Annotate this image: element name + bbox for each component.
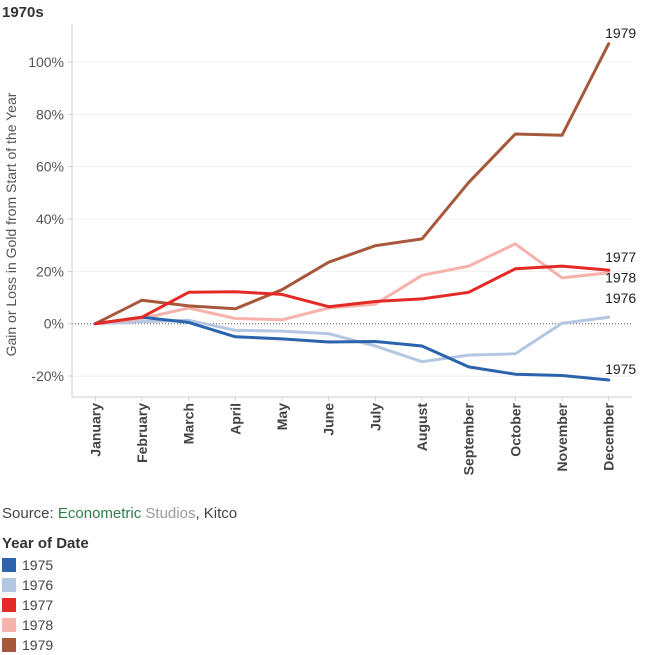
source-studios: Studios (141, 505, 196, 522)
chart-title: 1970s (2, 4, 44, 21)
legend-label: 1977 (22, 597, 54, 613)
legend-item[interactable]: 1978 (2, 615, 53, 635)
y-tick-label: 0% (44, 316, 64, 332)
legend: 1975 1976 1977 1978 1979 (2, 555, 53, 655)
x-tick-label: May (274, 403, 290, 430)
x-tick-label: September (461, 402, 477, 475)
series-line-1979[interactable] (93, 42, 611, 326)
series-line-1978[interactable] (93, 242, 611, 326)
source-kitco: , Kitco (195, 505, 238, 522)
legend-label: 1975 (22, 557, 54, 573)
y-axis-title: Gain or Loss in Gold from Start of the Y… (3, 92, 19, 356)
source-note: Source: Econometric Studios, Kitco (2, 505, 237, 522)
series-end-label-1979: 1979 (605, 25, 636, 41)
x-tick-label: November (554, 402, 570, 471)
x-tick-label: October (507, 402, 523, 456)
series-end-label-1976: 1976 (605, 290, 636, 306)
x-tick-label: February (134, 403, 150, 463)
x-tick-label: March (181, 403, 197, 444)
series-line-1977[interactable] (93, 264, 611, 326)
x-tick-label: August (414, 403, 430, 452)
series-end-label-1977: 1977 (605, 249, 636, 265)
source-econometric: Econometric (57, 505, 142, 522)
x-tick-label: April (227, 403, 243, 435)
legend-swatch (2, 638, 16, 652)
legend-label: 1976 (22, 577, 54, 593)
series-end-label-1975: 1975 (605, 361, 636, 377)
legend-item[interactable]: 1977 (2, 595, 53, 615)
x-tick-label: December (601, 402, 617, 470)
x-tick-label: July (367, 403, 383, 431)
y-tick-label: 20% (36, 263, 64, 279)
axes: -20% 0% 20% 40% 60% 80% 100% Gain or Loss in Go… (3, 24, 632, 475)
legend-swatch (2, 618, 16, 632)
y-tick-label: -20% (31, 368, 64, 384)
series-end-label-1978: 1978 (605, 270, 636, 286)
x-tick-label: June (321, 403, 337, 436)
x-tick-label: January (87, 403, 103, 457)
legend-label: 1979 (22, 637, 54, 653)
source-prefix: Source: (2, 505, 58, 522)
series-end-labels: 1975 1976 1977 1978 1979 (605, 25, 636, 377)
legend-label: 1978 (22, 617, 54, 633)
legend-item[interactable]: 1979 (2, 635, 53, 655)
legend-swatch (2, 578, 16, 592)
y-tick-label: 40% (36, 211, 64, 227)
series-lines (93, 42, 611, 382)
y-tick-label: 100% (28, 54, 64, 70)
legend-item[interactable]: 1975 (2, 555, 53, 575)
y-tick-label: 60% (36, 159, 64, 175)
gridlines (72, 61, 632, 377)
legend-swatch (2, 598, 16, 612)
legend-title: Year of Date (2, 535, 89, 552)
series-line-1975[interactable] (93, 315, 611, 382)
legend-swatch (2, 558, 16, 572)
line-chart: -20% 0% 20% 40% 60% 80% 100% Gain or Loss in Go… (3, 24, 636, 475)
legend-item[interactable]: 1976 (2, 575, 53, 595)
y-tick-label: 80% (36, 106, 64, 122)
